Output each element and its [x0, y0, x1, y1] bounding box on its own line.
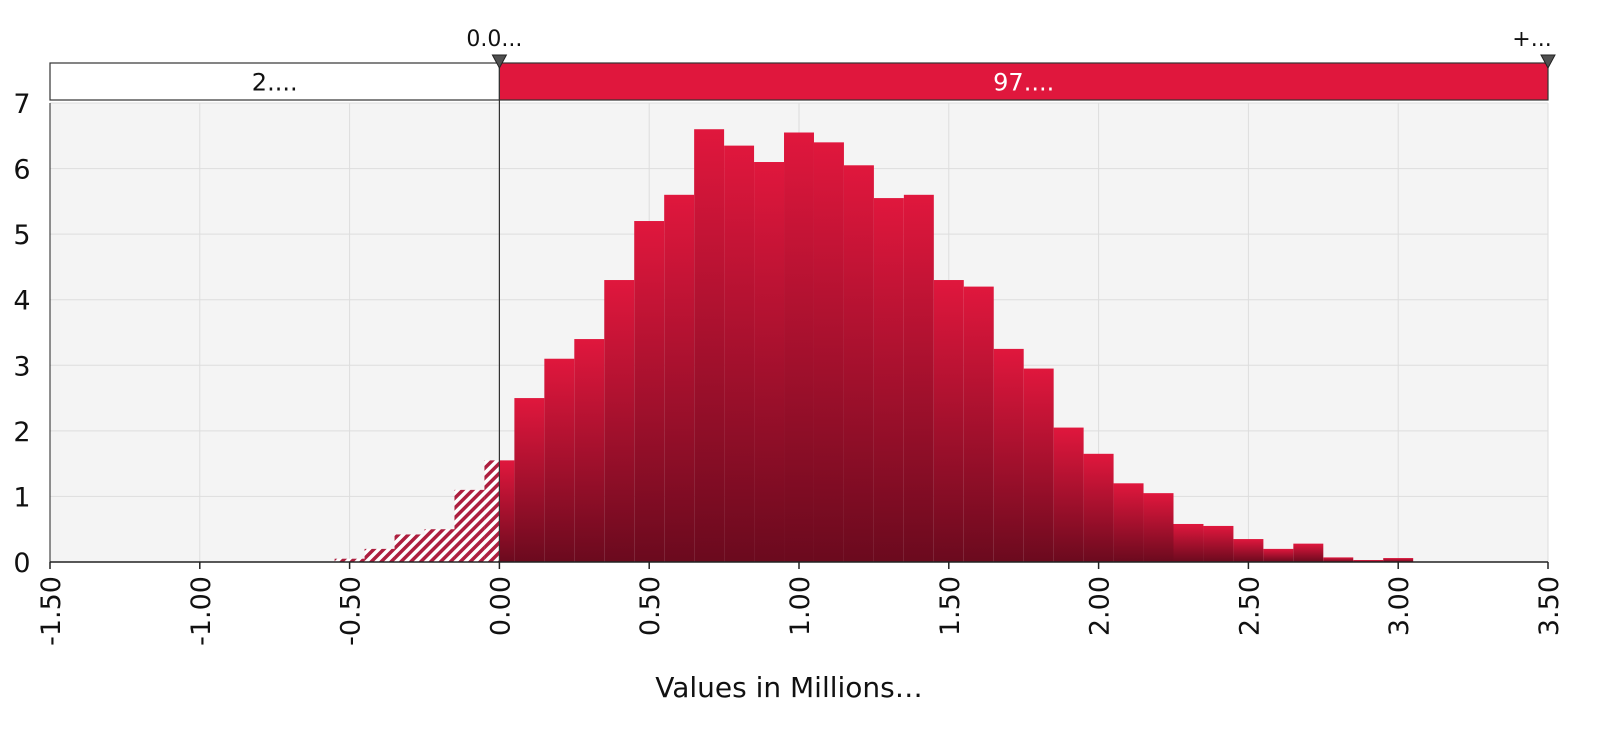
histogram-bar: [1023, 368, 1054, 562]
y-tick-labels: 0 1 2 3 4 5 6 7: [13, 89, 30, 579]
histogram-bar: [1323, 557, 1354, 562]
histogram-bar: [1383, 558, 1414, 562]
histogram-bar: [873, 198, 904, 563]
upper-bound-label: +...: [1512, 27, 1551, 52]
y-tick-label: 1: [13, 482, 30, 513]
histogram-bar: [813, 142, 844, 563]
histogram-bar: [694, 129, 725, 562]
y-tick-label: 7: [13, 89, 30, 120]
histogram-bar-below-threshold: [484, 460, 500, 562]
histogram-bar: [1233, 539, 1264, 562]
y-tick-label: 2: [13, 417, 30, 448]
histogram-bar: [514, 398, 545, 562]
histogram-bar-below-threshold: [394, 534, 425, 562]
x-axis-title: Values in Millions…: [655, 671, 923, 704]
range-right-label: 97....: [993, 69, 1054, 97]
histogram-bar: [544, 358, 575, 562]
threshold-marker-left-icon[interactable]: [491, 54, 508, 70]
x-tick-label: -1.50: [36, 576, 67, 646]
histogram-bar-below-threshold: [424, 529, 455, 562]
x-tick-label: 3.00: [1384, 576, 1415, 636]
histogram-bar: [1053, 427, 1084, 562]
range-left-label: 2....: [252, 69, 298, 97]
histogram-bar: [499, 460, 515, 562]
histogram-bar: [1203, 525, 1234, 562]
histogram-bar-below-threshold: [334, 558, 365, 562]
histogram-bars: [334, 129, 1414, 563]
y-tick-label: 6: [13, 155, 30, 186]
range-bar-right[interactable]: [498, 62, 1549, 101]
histogram-bar: [1113, 483, 1144, 562]
y-tick-label: 0: [13, 548, 30, 579]
histogram-bar: [724, 145, 755, 562]
threshold-marker-right-icon[interactable]: [1540, 54, 1556, 70]
x-tick-label: -0.50: [336, 576, 367, 646]
x-tick-label: 0.00: [485, 576, 516, 636]
histogram-bar: [843, 165, 874, 563]
histogram-bar: [1173, 523, 1204, 562]
threshold-value-label: 0.0...: [466, 27, 522, 52]
histogram-bar: [963, 286, 994, 562]
histogram-bar: [993, 348, 1024, 562]
histogram-bar: [1353, 560, 1384, 562]
y-tick-label: 3: [13, 351, 30, 382]
y-tick-label: 4: [13, 286, 30, 317]
histogram-bar: [933, 280, 964, 562]
x-tick-label: 2.00: [1085, 576, 1116, 636]
histogram-bar: [903, 194, 934, 563]
histogram-bar: [1263, 548, 1294, 562]
histogram-bar: [634, 221, 665, 562]
histogram-bar: [1143, 493, 1174, 562]
histogram-bar: [574, 339, 605, 562]
histogram-bar: [754, 162, 785, 562]
histogram-bar: [664, 194, 695, 563]
histogram-bar-below-threshold: [454, 489, 485, 562]
x-tick-label: 2.50: [1234, 576, 1265, 636]
range-bar-left[interactable]: [49, 62, 500, 101]
histogram-bar: [604, 280, 635, 562]
axes: [49, 103, 1549, 569]
histogram-bar: [1083, 453, 1114, 562]
histogram-bar-below-threshold: [364, 548, 395, 562]
y-tick-label: 5: [13, 220, 30, 251]
histogram-bar: [784, 132, 814, 562]
x-tick-label: 1.50: [935, 576, 966, 636]
x-tick-label: 3.50: [1534, 576, 1565, 636]
x-tick-label: 0.50: [635, 576, 666, 636]
x-tick-label: -1.00: [186, 576, 217, 646]
x-tick-labels: -1.50 -1.00 -0.50 0.00 0.50 1.00 1.50 2.00 2.50 3…: [36, 576, 1565, 646]
x-tick-label: 1.00: [785, 576, 816, 636]
histogram-bar: [1293, 543, 1324, 562]
